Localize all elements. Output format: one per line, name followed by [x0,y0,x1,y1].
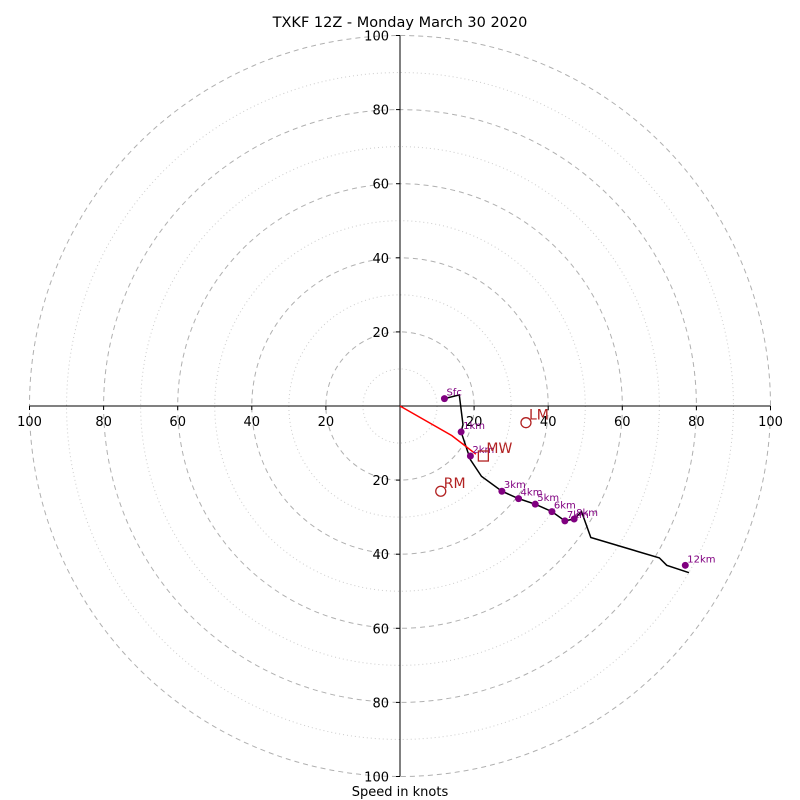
x-axis-label: Speed in knots [352,785,449,800]
height-point [548,508,556,516]
y-tick-label: 20 [372,474,389,489]
height-label: 5km [537,493,559,504]
chart-title: TXKF 12Z - Monday March 30 2020 [272,15,528,31]
height-label: 1km [463,421,485,432]
height-point [515,495,523,503]
x-tick-label: 100 [17,415,42,430]
height-label: 4km [521,488,543,499]
y-tick-label: 100 [364,30,389,45]
storm-motion-markers: LM MW RM [435,408,549,497]
x-tick-label: 40 [540,415,557,430]
storm-marker-circle [520,417,532,429]
y-tick-label: 80 [372,104,389,119]
y-tick-label: 80 [372,696,389,711]
storm-marker-label: LM [529,408,549,424]
height-label: 7km [567,510,589,521]
x-tick-label: 80 [688,415,705,430]
height-point [561,517,569,525]
storm-marker-square [477,450,490,462]
x-tick-label: 20 [466,415,483,430]
height-point [570,515,578,523]
y-tick-label: 40 [372,252,389,267]
storm-motion-vector [399,405,477,455]
x-tick-label: 20 [318,415,335,430]
height-point [498,487,506,495]
x-tick-label: 100 [758,415,783,430]
x-tick-label: 60 [614,415,631,430]
x-tick-label: 40 [244,415,261,430]
height-point [531,500,539,508]
x-tick-label: 60 [169,415,186,430]
height-label: 8km [576,508,598,519]
height-label: Sfc [446,388,461,399]
storm-marker-label: MW [486,441,512,457]
y-tick-label: 60 [372,622,389,637]
x-tick-label: 80 [95,415,112,430]
y-tick-label: 100 [364,771,389,786]
height-point [681,561,689,569]
tick-labels: 100 100 80 80 60 60 40 40 20 20 20 20 40 40 60 60 80 80 10… [17,30,783,786]
storm-marker-label: RM [444,476,466,492]
y-tick-label: 20 [372,326,389,341]
height-label: 12km [687,554,715,565]
height-point [440,395,448,403]
height-point [457,428,465,436]
storm-marker-circle [435,485,447,497]
height-label: 3km [504,480,526,491]
bunkers-vector-line [399,405,477,455]
y-tick-label: 40 [372,548,389,563]
height-label: 6km [554,501,576,512]
height-point [466,452,474,460]
y-tick-label: 60 [372,178,389,193]
